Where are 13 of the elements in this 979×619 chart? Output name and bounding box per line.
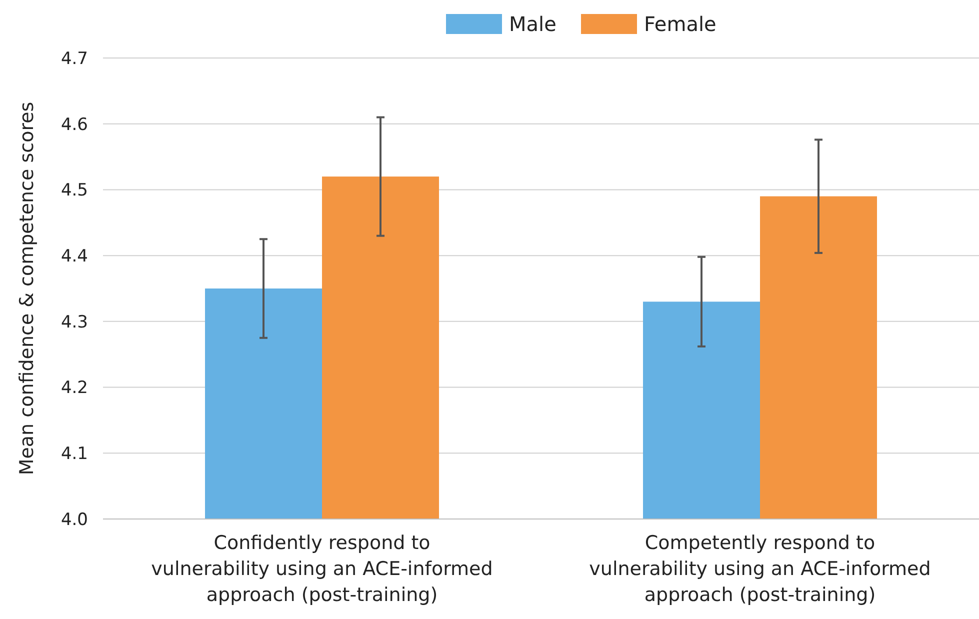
y-tick-label: 4.0 bbox=[60, 510, 88, 530]
y-tick-label: 4.6 bbox=[60, 114, 88, 135]
y-axis-title: Mean confidence & competence scores bbox=[16, 102, 38, 476]
y-tick-label: 4.5 bbox=[60, 180, 88, 201]
legend-label: Female bbox=[644, 12, 716, 36]
y-tick-label: 4.4 bbox=[60, 246, 88, 267]
legend-label: Male bbox=[509, 12, 556, 36]
x-tick-label: Confidently respond to vulnerability using an ACE-informed approach (post-training) bbox=[151, 532, 493, 606]
y-tick-label: 4.2 bbox=[60, 378, 88, 398]
y-tick-label: 4.1 bbox=[60, 444, 88, 464]
x-tick-label: Competently respond to vulnerability using an ACE-informed approach (post-training) bbox=[589, 532, 931, 606]
y-tick-label: 4.7 bbox=[60, 48, 88, 69]
y-tick-label: 4.3 bbox=[60, 312, 88, 332]
